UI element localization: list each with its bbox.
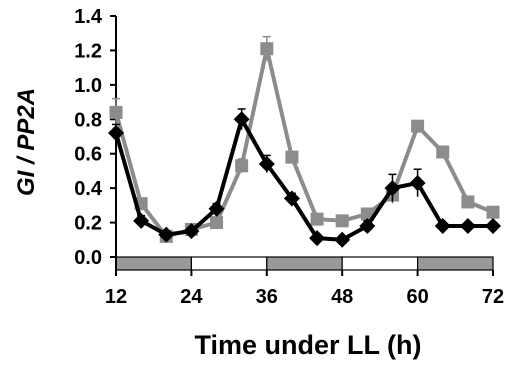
point-0-12 — [409, 174, 426, 191]
y-tick-label-3: 0.6 — [74, 144, 102, 166]
point-0-13 — [434, 218, 451, 235]
y-tick-label-0: 0.0 — [74, 247, 102, 269]
x-tick-label-2: 36 — [256, 286, 278, 308]
y-tick-label-6: 1.2 — [74, 40, 102, 62]
point-0-4 — [208, 200, 225, 217]
point-1-7 — [285, 150, 299, 164]
x-tick-label-3: 48 — [331, 286, 353, 308]
x-tick-label-4: 60 — [406, 286, 428, 308]
point-0-0 — [108, 125, 124, 142]
light-bar-segment-3 — [341, 256, 419, 271]
point-1-5 — [235, 159, 249, 173]
series-1 — [109, 35, 500, 243]
point-0-14 — [459, 218, 476, 235]
point-0-7 — [283, 190, 300, 207]
light-bar-segment-4 — [417, 256, 494, 271]
point-1-8 — [310, 212, 324, 226]
series-line-0 — [114, 117, 493, 242]
y-tick-label-7: 1.4 — [74, 6, 103, 28]
y-tick-label-4: 0.8 — [74, 109, 102, 131]
point-1-13 — [436, 145, 450, 159]
series-layer — [108, 35, 501, 248]
light-bar-segment-0 — [115, 256, 193, 271]
x-tick-label-5: 72 — [482, 286, 504, 308]
point-0-1 — [133, 212, 150, 229]
y-axis-label: GI / PP2A — [13, 88, 40, 196]
light-dark-bar — [115, 256, 494, 271]
series-line-1 — [114, 46, 494, 239]
y-tick-label-1: 0.2 — [74, 213, 102, 235]
point-1-12 — [411, 119, 425, 133]
point-1-9 — [335, 214, 349, 228]
point-0-3 — [183, 223, 200, 240]
y-tick-label-2: 0.4 — [74, 178, 103, 200]
point-1-0 — [109, 105, 123, 119]
x-tick-label-1: 24 — [180, 286, 203, 308]
x-axis-label: Time under LL (h) — [194, 330, 421, 360]
point-0-11 — [384, 180, 401, 197]
point-0-5 — [233, 111, 250, 128]
point-1-10 — [360, 207, 374, 221]
point-0-8 — [309, 230, 326, 247]
point-0-2 — [158, 226, 175, 243]
axes: 0.0 0.2 0.4 0.6 0.8 1.0 1.2 1.4 12 24 36 48 60 72 — [74, 6, 504, 308]
point-0-6 — [258, 156, 275, 173]
light-bar-segment-2 — [266, 256, 343, 271]
series-0 — [108, 108, 501, 248]
point-0-9 — [334, 231, 351, 248]
point-1-6 — [260, 42, 274, 56]
light-bar-segment-1 — [190, 256, 268, 271]
point-1-15 — [486, 205, 500, 219]
point-0-10 — [359, 218, 376, 235]
x-tick-label-0: 12 — [105, 286, 127, 308]
y-tick-label-5: 1.0 — [74, 75, 102, 97]
point-1-4 — [210, 216, 224, 230]
point-0-15 — [485, 218, 501, 235]
point-1-14 — [461, 195, 475, 209]
